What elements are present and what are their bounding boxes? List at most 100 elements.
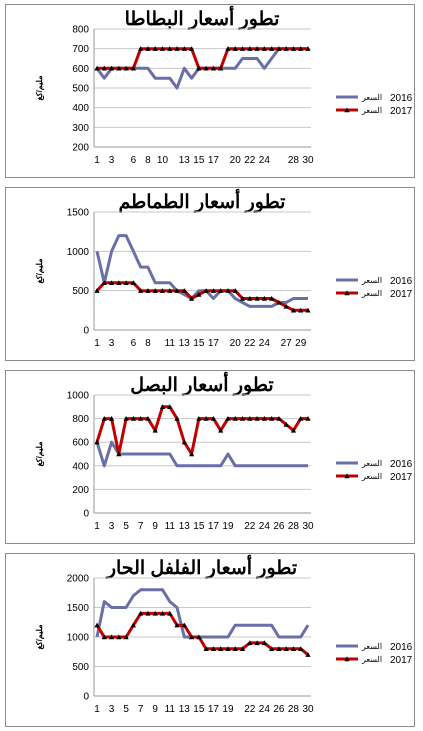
y-tick-label: 200	[72, 143, 89, 154]
data-point-2017	[261, 640, 267, 646]
data-point-2017	[225, 46, 231, 51]
data-point-2017	[276, 299, 282, 305]
x-tick-label: 1	[94, 521, 100, 532]
y-tick-label: 1500	[67, 208, 90, 219]
data-point-2017	[196, 634, 202, 640]
x-tick-label: 8	[145, 338, 151, 349]
y-tick-label: 300	[72, 123, 89, 134]
y-tick-label: 500	[72, 286, 89, 297]
data-point-2017	[174, 416, 180, 421]
x-tick-label: 13	[179, 155, 191, 166]
x-tick-label: 8	[145, 155, 151, 166]
legend-label-2016: 2016	[390, 642, 413, 653]
data-point-2017	[196, 292, 202, 297]
data-point-2017	[145, 416, 151, 421]
legend-label-suffix-2016: السعر	[361, 276, 382, 285]
x-tick-label: 24	[259, 155, 271, 166]
legend-label-2017: 2017	[390, 289, 413, 300]
data-point-2017	[152, 610, 158, 616]
x-tick-label: 15	[193, 521, 205, 532]
data-point-2017	[108, 280, 115, 285]
x-tick-label: 17	[208, 155, 220, 166]
data-point-2017	[152, 427, 158, 433]
data-point-2017	[94, 65, 100, 71]
data-point-2017	[225, 416, 231, 421]
data-point-2017	[181, 439, 187, 445]
data-point-2017	[290, 646, 297, 651]
data-point-2017	[283, 646, 289, 651]
y-axis-label: مليم/كغ	[35, 625, 45, 650]
data-point-2017	[108, 634, 115, 640]
x-tick-label: 22	[244, 338, 256, 349]
data-point-2017	[101, 65, 107, 71]
legend-label-suffix-2016: السعر	[361, 459, 382, 468]
chart-title: تطور أسعار الطماطم	[119, 188, 286, 213]
chart-panel-potato: تطور أسعار البطاطا 200 300 400 500 600 700 800 م…	[5, 4, 415, 178]
data-point-2017	[94, 622, 100, 628]
x-tick-label: 20	[230, 338, 242, 349]
data-point-2017	[167, 404, 173, 409]
x-tick-label: 13	[179, 338, 191, 349]
data-point-2017	[152, 288, 158, 293]
x-tick-label: 5	[123, 521, 129, 532]
x-tick-label: 17	[208, 338, 220, 349]
x-tick-label: 26	[273, 521, 285, 532]
data-point-2017	[145, 46, 151, 51]
y-tick-label: 200	[72, 485, 89, 496]
data-point-2017	[138, 288, 144, 293]
data-point-2017	[203, 288, 209, 293]
data-point-2017	[290, 46, 297, 51]
x-tick-label: 30	[302, 704, 314, 715]
x-tick-label: 9	[152, 704, 158, 715]
x-tick-label: 6	[131, 155, 137, 166]
y-tick-label: 800	[72, 25, 89, 36]
data-point-2017	[116, 451, 122, 457]
y-tick-label: 2000	[67, 574, 90, 585]
data-point-2017	[290, 307, 297, 313]
data-point-2017	[203, 65, 209, 71]
data-point-2017	[232, 646, 238, 651]
data-point-2017	[138, 610, 144, 616]
data-point-2017	[269, 646, 275, 651]
chart-panel-onion: تطور أسعار البصل 0 200 400 600 800 1000 مليم/كغ…	[5, 370, 415, 544]
data-point-2017	[298, 646, 304, 651]
data-point-2017	[254, 295, 260, 301]
data-point-2017	[123, 416, 129, 421]
data-point-2017	[210, 288, 217, 293]
data-point-2017	[130, 416, 136, 421]
data-point-2017	[101, 416, 107, 421]
x-tick-label: 20	[230, 155, 242, 166]
y-tick-label: 400	[72, 461, 89, 472]
data-point-2017	[269, 416, 275, 421]
y-axis-label: مليم/كغ	[35, 259, 45, 284]
data-point-2017	[218, 65, 224, 71]
x-tick-label: 19	[222, 521, 234, 532]
data-point-2017	[159, 288, 166, 293]
x-tick-label: 29	[295, 338, 307, 349]
x-tick-label: 30	[302, 155, 314, 166]
data-point-2017	[254, 416, 260, 421]
data-point-2017	[181, 622, 187, 628]
y-tick-label: 1000	[67, 247, 90, 258]
data-point-2017	[123, 634, 129, 640]
data-point-2017	[225, 646, 231, 651]
legend-label-2016: 2016	[390, 459, 413, 470]
legend-label-2017: 2017	[390, 472, 413, 483]
x-tick-label: 17	[208, 521, 220, 532]
y-tick-label: 0	[83, 326, 89, 337]
data-point-2017	[188, 295, 195, 301]
data-point-2017	[145, 288, 151, 293]
data-point-2017	[247, 640, 253, 646]
data-point-2017	[247, 46, 253, 51]
data-point-2017	[196, 416, 202, 421]
legend-label-suffix-2016: السعر	[361, 93, 382, 102]
y-tick-label: 800	[72, 414, 89, 425]
legend-label-2017: 2017	[390, 106, 413, 117]
legend-label-suffix-2017: السعر	[361, 106, 382, 115]
y-tick-label: 0	[83, 692, 89, 703]
data-point-2017	[108, 416, 115, 421]
chart-svg-onion: تطور أسعار البصل 0 200 400 600 800 1000 مليم/كغ…	[35, 371, 413, 532]
x-tick-label: 5	[123, 704, 129, 715]
x-tick-label: 22	[244, 704, 256, 715]
data-point-2017	[269, 46, 275, 51]
